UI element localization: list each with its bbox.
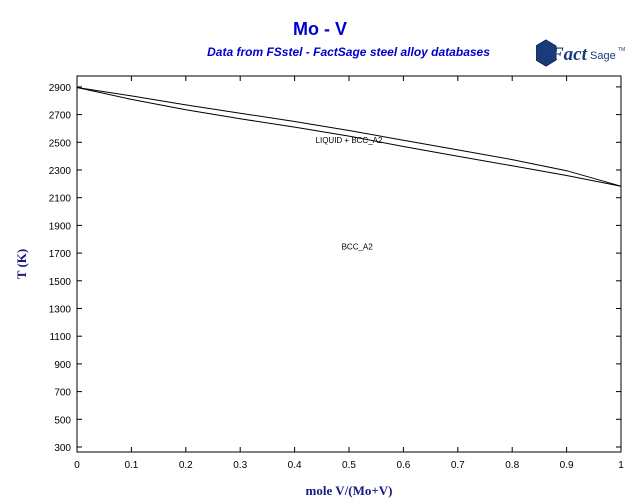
- y-tick-label: 1500: [49, 277, 72, 288]
- x-tick-label: 0.3: [233, 460, 247, 471]
- y-tick-label: 900: [54, 360, 71, 371]
- x-tick-label: 1: [618, 460, 624, 471]
- x-tick-label: 0.7: [451, 460, 465, 471]
- y-tick-label: 500: [54, 415, 71, 426]
- y-tick-label: 1700: [49, 249, 72, 260]
- x-tick-label: 0.6: [396, 460, 410, 471]
- y-axis-label: T (K): [14, 249, 29, 279]
- y-tick-label: 2300: [49, 166, 72, 177]
- plot-area-frame: [76, 75, 622, 453]
- y-tick-label: 2900: [49, 83, 72, 94]
- svg-text:TM: TM: [618, 47, 625, 53]
- y-tick-label: 2500: [49, 138, 72, 149]
- region-label: LIQUID + BCC_A2: [316, 136, 383, 145]
- region-labels: LIQUID + BCC_A2 BCC_A2: [316, 136, 383, 252]
- x-axis-ticks: 0 0.1 0.2 0.3 0.4 0.5 0.6 0.7 0.8 0.9 1: [74, 76, 624, 471]
- phase-boundary-lines: [76, 87, 622, 187]
- y-axis-ticks: 300 500 700 900 1100 1300 1500 1700 1900 2100 2300…: [49, 83, 621, 454]
- x-tick-label: 0: [74, 460, 80, 471]
- liquidus-line: [76, 87, 622, 187]
- y-tick-label: 700: [54, 388, 71, 399]
- factsage-logo: Fact Sage TM: [536, 39, 625, 67]
- chart-title: Mo - V: [293, 19, 347, 39]
- x-axis-label: mole V/(Mo+V): [306, 483, 393, 498]
- y-tick-label: 2100: [49, 194, 72, 205]
- svg-text:Fact: Fact: [550, 44, 588, 65]
- y-tick-label: 1300: [49, 305, 72, 316]
- chart-subtitle: Data from FSstel - FactSage steel alloy …: [207, 45, 490, 59]
- x-tick-label: 0.9: [560, 460, 574, 471]
- x-tick-label: 0.2: [179, 460, 193, 471]
- y-tick-label: 2700: [49, 111, 72, 122]
- region-label: BCC_A2: [342, 243, 374, 252]
- y-tick-label: 1100: [49, 332, 71, 343]
- y-tick-label: 1900: [49, 221, 72, 232]
- x-tick-label: 0.8: [505, 460, 519, 471]
- svg-text:Sage: Sage: [590, 50, 616, 62]
- y-tick-label: 300: [54, 443, 71, 454]
- x-tick-label: 0.5: [342, 460, 356, 471]
- x-tick-label: 0.4: [288, 460, 302, 471]
- solidus-line: [76, 87, 622, 187]
- x-tick-label: 0.1: [124, 460, 138, 471]
